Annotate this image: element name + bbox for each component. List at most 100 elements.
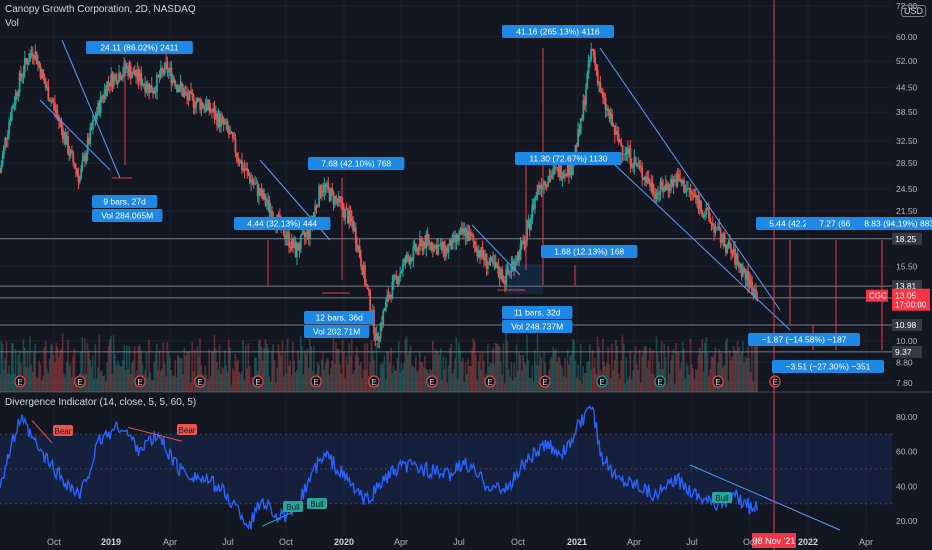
candle-body[interactable] (675, 179, 678, 186)
candle-body[interactable] (89, 127, 92, 144)
candle-body[interactable] (548, 176, 551, 182)
candle-body[interactable] (91, 120, 94, 130)
candle-body[interactable] (753, 289, 756, 296)
candle-body[interactable] (751, 282, 753, 295)
candle-body[interactable] (568, 163, 570, 176)
candle-body[interactable] (59, 120, 62, 122)
candle-body[interactable] (489, 256, 492, 263)
candle-body[interactable] (23, 58, 26, 72)
candle-body[interactable] (73, 162, 76, 169)
candle-body[interactable] (204, 106, 207, 111)
candle-body[interactable] (590, 48, 593, 60)
candle-body[interactable] (536, 185, 539, 195)
candle-body[interactable] (642, 177, 645, 181)
candle-body[interactable] (231, 132, 234, 139)
trend-line[interactable] (689, 464, 841, 531)
candle-body[interactable] (269, 210, 272, 213)
candle-body[interactable] (747, 271, 750, 288)
candle-body[interactable] (159, 68, 162, 78)
candle-body[interactable] (405, 254, 408, 262)
candle-body[interactable] (271, 210, 273, 221)
candle-body[interactable] (641, 167, 644, 178)
candle-body[interactable] (388, 294, 391, 299)
candle-body[interactable] (552, 168, 555, 175)
candle-body[interactable] (128, 65, 131, 77)
candle-body[interactable] (225, 121, 228, 124)
earnings-icon[interactable] (194, 375, 206, 388)
candle-body[interactable] (557, 166, 560, 177)
candle-body[interactable] (452, 235, 455, 237)
candle-body[interactable] (653, 192, 655, 196)
candle-body[interactable] (381, 323, 383, 326)
candle-body[interactable] (620, 142, 623, 146)
candle-body[interactable] (224, 123, 226, 125)
candle-body[interactable] (437, 245, 440, 255)
candle-body[interactable] (488, 262, 491, 266)
candle-body[interactable] (340, 200, 343, 203)
candle-body[interactable] (178, 89, 181, 92)
candle-body[interactable] (421, 240, 424, 251)
candle-body[interactable] (335, 196, 338, 200)
candle-body[interactable] (500, 269, 502, 279)
measure-label[interactable] (502, 25, 614, 38)
candle-body[interactable] (696, 195, 699, 200)
candle-body[interactable] (362, 265, 365, 276)
candle-body[interactable] (190, 90, 192, 92)
candle-body[interactable] (237, 156, 239, 161)
candle-body[interactable] (298, 248, 301, 251)
candle-body[interactable] (649, 182, 651, 187)
candle-body[interactable] (483, 256, 485, 261)
candle-body[interactable] (476, 250, 479, 257)
candle-body[interactable] (14, 92, 17, 104)
candle-body[interactable] (173, 77, 175, 82)
candle-body[interactable] (654, 195, 657, 199)
candle-body[interactable] (209, 110, 212, 112)
candle-body[interactable] (74, 168, 77, 170)
candle-body[interactable] (561, 178, 564, 180)
candle-body[interactable] (611, 113, 614, 126)
currency-badge[interactable]: USD (901, 5, 927, 17)
candle-body[interactable] (361, 266, 364, 276)
candle-body[interactable] (709, 217, 712, 223)
candle-body[interactable] (450, 239, 453, 250)
candle-body[interactable] (115, 74, 118, 84)
measure-label[interactable] (92, 195, 158, 208)
candle-body[interactable] (248, 175, 251, 183)
candle-body[interactable] (416, 247, 419, 252)
candle-body[interactable] (668, 189, 671, 191)
candle-body[interactable] (106, 81, 109, 96)
candle-body[interactable] (0, 164, 3, 173)
candle-body[interactable] (222, 117, 225, 125)
candle-body[interactable] (218, 113, 221, 127)
candle-body[interactable] (628, 147, 631, 155)
candle-body[interactable] (612, 125, 615, 127)
candle-body[interactable] (704, 214, 706, 216)
measure-label[interactable] (502, 306, 573, 319)
candle-body[interactable] (706, 208, 709, 210)
candle-body[interactable] (67, 135, 69, 154)
measure-label[interactable] (541, 245, 638, 258)
candle-body[interactable] (27, 61, 30, 65)
candle-body[interactable] (515, 261, 518, 264)
candle-body[interactable] (386, 295, 389, 302)
measure-label[interactable] (304, 311, 375, 324)
candle-body[interactable] (511, 261, 514, 265)
candle-body[interactable] (492, 259, 494, 265)
candle-body[interactable] (502, 280, 505, 282)
candle-body[interactable] (693, 194, 696, 198)
candle-body[interactable] (697, 199, 700, 210)
candle-body[interactable] (297, 243, 300, 251)
candle-body[interactable] (186, 92, 188, 97)
candle-body[interactable] (183, 92, 186, 97)
candle-body[interactable] (615, 130, 617, 135)
earnings-icon[interactable] (654, 375, 666, 388)
candle-body[interactable] (201, 102, 204, 108)
candle-body[interactable] (367, 288, 370, 291)
candle-body[interactable] (52, 102, 55, 104)
candle-body[interactable] (711, 222, 714, 226)
candle-body[interactable] (582, 100, 585, 120)
candle-body[interactable] (395, 274, 398, 277)
candle-body[interactable] (390, 294, 392, 299)
candle-body[interactable] (68, 153, 71, 156)
candle-body[interactable] (607, 108, 610, 112)
